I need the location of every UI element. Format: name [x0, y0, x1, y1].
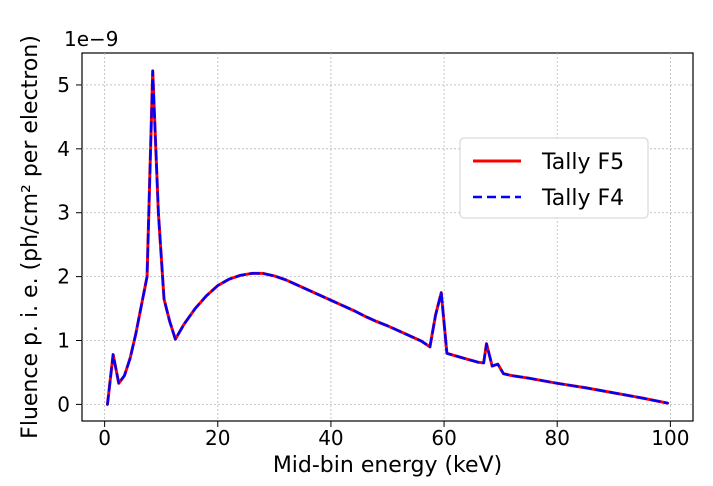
- x-tick-label: 100: [651, 426, 689, 450]
- legend: Tally F5 Tally F4: [459, 137, 649, 219]
- y-offset-label: 1e−9: [64, 27, 119, 51]
- x-axis-label: Mid-bin energy (keV): [273, 453, 502, 478]
- x-tick-label: 0: [98, 426, 111, 450]
- y-tick-label: 1: [57, 329, 70, 353]
- axis-layer: 0 20 40 60 80 100 0 1 2 3 4 5: [57, 73, 689, 450]
- x-tick-label: 60: [431, 426, 456, 450]
- y-tick-label: 4: [57, 137, 70, 161]
- legend-label-tally-f4: Tally F4: [541, 186, 624, 211]
- series-line-tally-f4: [106, 69, 669, 406]
- y-tick-label: 2: [57, 265, 70, 289]
- y-tick-label: 5: [57, 73, 70, 97]
- x-tick-label: 20: [205, 426, 230, 450]
- legend-label-tally-f5: Tally F5: [541, 150, 624, 175]
- y-tick-label: 3: [57, 201, 70, 225]
- x-tick-label: 40: [318, 426, 343, 450]
- x-tick-label: 80: [544, 426, 569, 450]
- plot-frame: [81, 52, 694, 422]
- y-axis-label: Fluence p. i. e. (ph/cm² per electron): [18, 35, 43, 439]
- series-layer: [105, 69, 670, 406]
- y-tick-label: 0: [57, 392, 70, 416]
